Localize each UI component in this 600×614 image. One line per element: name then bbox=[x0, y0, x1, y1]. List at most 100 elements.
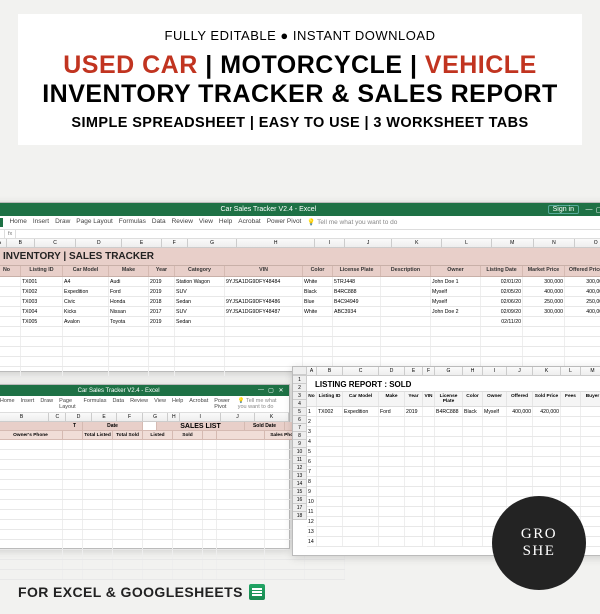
col-header[interactable]: F bbox=[423, 367, 435, 375]
col-header[interactable]: G bbox=[143, 413, 169, 421]
ribbon-tab-page-layout[interactable]: Page Layout bbox=[59, 398, 77, 410]
col-header[interactable]: H bbox=[237, 239, 315, 247]
row-header[interactable]: 18 bbox=[293, 512, 307, 520]
col-listing-date[interactable]: Listing Date bbox=[481, 266, 523, 276]
col-description[interactable]: Description bbox=[381, 266, 431, 276]
col-header[interactable]: B bbox=[0, 413, 49, 421]
ribbon-tab-data[interactable]: Data bbox=[152, 218, 166, 227]
rcol-8[interactable]: Owner bbox=[483, 392, 507, 406]
close-icon[interactable]: ✕ bbox=[277, 387, 285, 394]
col-header[interactable]: H bbox=[168, 413, 180, 421]
col-header[interactable]: C bbox=[35, 239, 77, 247]
table-row[interactable]: 5 bbox=[307, 447, 600, 457]
ribbon-tab-home[interactable]: Home bbox=[9, 218, 26, 227]
col-header[interactable]: M bbox=[492, 239, 534, 247]
col-car-model[interactable]: Car Model bbox=[63, 266, 109, 276]
ribbon-tab-insert[interactable]: Insert bbox=[21, 398, 35, 410]
ribbon-tab-power-pivot[interactable]: Power Pivot bbox=[267, 218, 302, 227]
table-row[interactable]: 2 bbox=[307, 417, 600, 427]
rcol-1[interactable]: Listing ID bbox=[317, 392, 343, 406]
row-header[interactable]: 17 bbox=[293, 504, 307, 512]
col-header[interactable]: I bbox=[483, 367, 507, 375]
col-color[interactable]: Color bbox=[303, 266, 333, 276]
row-header[interactable]: 11 bbox=[293, 456, 307, 464]
col-header[interactable]: J bbox=[345, 239, 393, 247]
col-owner[interactable]: Owner bbox=[431, 266, 481, 276]
col-header[interactable]: O bbox=[575, 239, 600, 247]
row-header[interactable]: 9 bbox=[293, 440, 307, 448]
rcol-4[interactable]: Year bbox=[405, 392, 423, 406]
col-no[interactable]: No bbox=[0, 266, 21, 276]
maximize-icon[interactable]: ▢ bbox=[267, 387, 275, 394]
table-row[interactable]: 4 bbox=[307, 437, 600, 447]
col-license-plate[interactable]: License Plate bbox=[333, 266, 381, 276]
col-header[interactable]: E bbox=[92, 413, 118, 421]
ribbon-tab-page-layout[interactable]: Page Layout bbox=[76, 218, 113, 227]
col-header[interactable]: G bbox=[188, 239, 238, 247]
table-row[interactable]: 6 bbox=[307, 457, 600, 467]
rcol-3[interactable]: Make bbox=[379, 392, 405, 406]
table-row[interactable]: 7 bbox=[307, 467, 600, 477]
table-row[interactable]: 8 bbox=[307, 477, 600, 487]
row-header[interactable]: 5 bbox=[293, 408, 307, 416]
rcol-10[interactable]: Sold Price bbox=[533, 392, 561, 406]
col-header[interactable]: K bbox=[392, 239, 442, 247]
col-header[interactable]: K bbox=[255, 413, 289, 421]
table-row[interactable]: 4TX004KicksNissan2017SUV9YJSA1DG9DFY4848… bbox=[0, 307, 600, 317]
col-year[interactable]: Year bbox=[149, 266, 175, 276]
table-row[interactable]: 7 bbox=[0, 337, 600, 347]
rcol-7[interactable]: Color bbox=[463, 392, 483, 406]
col-header[interactable]: G bbox=[435, 367, 463, 375]
table-row[interactable]: 5TX005AvalonToyota2019Sedan02/11/20 bbox=[0, 317, 600, 327]
minimize-icon[interactable]: — bbox=[585, 206, 593, 214]
col-header[interactable]: M bbox=[581, 367, 600, 375]
ribbon-tab-data[interactable]: Data bbox=[112, 398, 124, 410]
row-header[interactable]: 8 bbox=[293, 432, 307, 440]
col-market-price[interactable]: Market Price bbox=[523, 266, 565, 276]
row-header[interactable]: 6 bbox=[293, 416, 307, 424]
ribbon-tab-insert[interactable]: Insert bbox=[33, 218, 49, 227]
ribbon-tab-view[interactable]: View bbox=[154, 398, 166, 410]
tell-me[interactable]: 💡 Tell me what you want to do bbox=[238, 398, 283, 410]
ribbon-tab-home[interactable]: Home bbox=[0, 398, 15, 410]
col-header[interactable]: N bbox=[534, 239, 576, 247]
col-header[interactable]: B bbox=[317, 367, 343, 375]
col-vin[interactable]: VIN bbox=[225, 266, 303, 276]
ribbon-tab-review[interactable]: Review bbox=[172, 218, 193, 227]
maximize-icon[interactable]: ▢ bbox=[595, 206, 600, 214]
ribbon-tab-file[interactable]: File bbox=[0, 218, 3, 227]
table-row[interactable]: 2TX002ExpeditionFord2019SUVBlackB4RC888M… bbox=[0, 287, 600, 297]
table-row[interactable] bbox=[0, 560, 345, 570]
col-header[interactable]: D bbox=[76, 239, 122, 247]
col-header[interactable]: F bbox=[117, 413, 143, 421]
col-header[interactable]: B bbox=[7, 239, 35, 247]
table-row[interactable]: 9 bbox=[307, 487, 600, 497]
col-listing-id[interactable]: Listing ID bbox=[21, 266, 63, 276]
fx-icon[interactable]: fx bbox=[5, 230, 16, 238]
row-header[interactable]: 2 bbox=[293, 384, 307, 392]
row-header[interactable]: 12 bbox=[293, 464, 307, 472]
rcol-9[interactable]: Offered bbox=[507, 392, 533, 406]
row-header[interactable]: 10 bbox=[293, 448, 307, 456]
signin-label[interactable]: Sign in bbox=[548, 205, 579, 214]
rcol-0[interactable]: No bbox=[307, 392, 317, 406]
ribbon-tab-draw[interactable]: Draw bbox=[55, 218, 70, 227]
table-row[interactable]: 1TX002ExpeditionFord2019B4RC888BlackMyse… bbox=[307, 407, 600, 417]
rcol-11[interactable]: Fees bbox=[561, 392, 581, 406]
col-header[interactable]: L bbox=[442, 239, 492, 247]
col-header[interactable]: I bbox=[180, 413, 221, 421]
row-header[interactable]: 14 bbox=[293, 480, 307, 488]
col-header[interactable]: F bbox=[162, 239, 188, 247]
col-header[interactable]: K bbox=[533, 367, 561, 375]
col-header[interactable]: A bbox=[307, 367, 317, 375]
row-header[interactable]: 4 bbox=[293, 400, 307, 408]
col-header[interactable]: A bbox=[0, 239, 7, 247]
table-row[interactable] bbox=[0, 570, 345, 580]
minimize-icon[interactable]: — bbox=[257, 387, 265, 394]
col-header[interactable]: D bbox=[379, 367, 405, 375]
row-header[interactable]: 16 bbox=[293, 496, 307, 504]
table-row[interactable]: 1TX001A4Audi2019Station Wagon9YJSA1DG9DF… bbox=[0, 277, 600, 287]
col-header[interactable]: I bbox=[315, 239, 345, 247]
table-row[interactable]: 3TX003CivicHonda2018Sedan9YJSA1DG9DFY484… bbox=[0, 297, 600, 307]
col-header[interactable]: D bbox=[66, 413, 92, 421]
